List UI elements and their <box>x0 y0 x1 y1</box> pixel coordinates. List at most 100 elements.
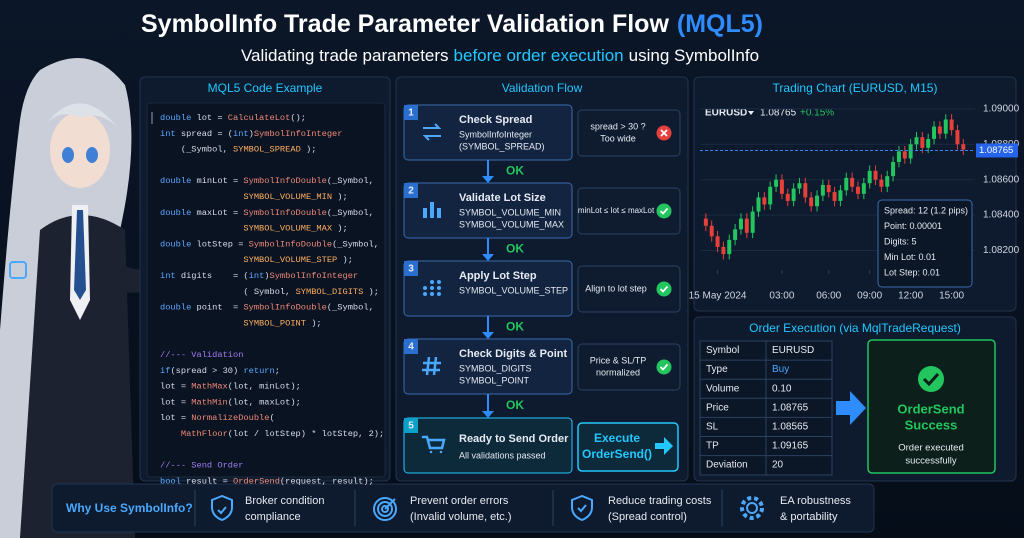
icon-shape <box>381 505 389 513</box>
code-token: int <box>160 129 176 139</box>
code-token: ); <box>363 287 379 297</box>
code-token: //--- <box>160 350 191 360</box>
icon-shape <box>384 498 396 510</box>
benefit-text: Broker condition <box>245 495 325 507</box>
code-line: SYMBOL_POINT ); <box>160 319 322 329</box>
candle-body <box>873 170 878 180</box>
success-check <box>922 372 940 387</box>
connector-head <box>482 254 494 261</box>
code-token: SYMBOL_DIGITS <box>296 287 364 297</box>
code-token: = <box>233 240 249 250</box>
step-detail: (SYMBOL_SPREAD) <box>459 141 545 151</box>
code-token: Order <box>217 461 243 471</box>
table-value: 1.08565 <box>772 422 809 433</box>
code-token: SYMBOL_SPREAD <box>233 145 301 155</box>
candle-body <box>855 186 860 194</box>
code-token: Symbol <box>254 287 285 297</box>
candle-body <box>832 192 837 201</box>
check-text: Align to lot step <box>585 283 647 293</box>
table-key: Type <box>706 364 728 375</box>
info-line: Digits: 5 <box>884 236 917 246</box>
candle-body <box>779 179 784 194</box>
check-box <box>577 187 681 235</box>
code-token <box>160 255 243 265</box>
code-token: lot <box>160 382 176 392</box>
candle-body <box>820 185 825 196</box>
code-line: double lot = CalculateLot(); <box>160 113 306 123</box>
connector-head <box>482 332 494 339</box>
icon-shape <box>430 292 434 296</box>
code-token <box>160 224 243 234</box>
status-icon <box>659 363 669 371</box>
code-line: SYMBOL_VOLUME_MAX ); <box>160 224 348 234</box>
candle-body <box>703 218 708 226</box>
code-token: , <box>369 303 374 313</box>
code-line: lot = MathMax(lot, minLot); <box>160 382 301 392</box>
code-token: SYMBOL_VOLUME_MAX <box>243 224 332 234</box>
table-value: 20 <box>772 460 784 471</box>
code-line: lot = MathMin(lot, maxLot); <box>160 398 301 408</box>
code-token: MathMin <box>191 398 228 408</box>
code-token: ( <box>327 208 332 218</box>
code-line: double minLot = SymbolInfoDouble(_Symbol… <box>160 176 374 186</box>
code-token: double <box>160 208 191 218</box>
icon-shape <box>422 356 441 376</box>
code-line: ( Symbol, SYMBOL_DIGITS ); <box>160 287 379 297</box>
subtitle-part: Validating trade parameters <box>241 46 449 65</box>
code-token: 30 <box>223 366 233 376</box>
check-box <box>577 343 681 391</box>
benefits-bar <box>51 483 875 533</box>
benefits-title: Why Use SymbolInfo? <box>66 501 193 515</box>
symbol-dropdown <box>748 111 754 115</box>
y-tick-label: 1.08400 <box>983 210 1020 221</box>
icon-shape <box>740 496 764 520</box>
check-box <box>577 265 681 313</box>
candle-body <box>803 183 808 198</box>
check-text: minLot ≤ lot ≤ maxLot <box>578 206 655 215</box>
x-tick-label: 03:00 <box>769 291 794 302</box>
candle-body <box>943 119 948 134</box>
code-token: = <box>217 477 233 487</box>
step-number: 3 <box>408 264 414 275</box>
y-tick-label: 1.09000 <box>983 103 1020 114</box>
benefit-icon <box>373 497 397 521</box>
step-detail: SYMBOL_VOLUME_MAX <box>459 219 564 229</box>
table-key: Price <box>706 402 729 413</box>
code-token: double <box>160 303 191 313</box>
x-tick-label: 06:00 <box>816 291 841 302</box>
icon-shape <box>437 208 441 218</box>
code-line: SYMBOL_VOLUME_MIN ); <box>160 192 348 202</box>
code-token: result <box>186 477 217 487</box>
code-token: Send <box>191 461 212 471</box>
code-line: bool result = OrderSend(request, result)… <box>160 477 374 487</box>
table-key: Symbol <box>706 345 739 356</box>
code-token: ( <box>280 477 285 487</box>
step-icon <box>422 356 441 376</box>
icon-shape <box>437 292 441 296</box>
icon-shape <box>437 280 441 284</box>
code-token: ; <box>275 366 280 376</box>
code-token: bool <box>160 477 181 487</box>
table-value: 1.09165 <box>772 441 809 452</box>
candle-body <box>768 186 773 205</box>
candle-body <box>727 239 732 255</box>
code-line: double point = SymbolInfoDouble(_Symbol, <box>160 303 374 313</box>
info-line: Spread: 12 (1.2 pips) <box>884 205 968 215</box>
code-token: = <box>176 382 192 392</box>
table-value: Buy <box>772 364 789 375</box>
candle-body <box>750 211 755 233</box>
success-box <box>867 339 996 474</box>
step-badge <box>404 105 418 120</box>
step-number: 4 <box>408 342 414 353</box>
code-token: SymbolInfoDouble <box>243 176 326 186</box>
code-line: int spread = (int)SymbolInfoInteger <box>160 129 343 139</box>
panel-title: Trading Chart (EURUSD, M15) <box>773 81 938 95</box>
icon-shape <box>430 202 434 218</box>
connector-label: OK <box>506 164 524 178</box>
check-text: Too wide <box>600 133 636 143</box>
candle-body <box>738 218 743 230</box>
table-value: 1.08765 <box>772 402 809 413</box>
status-icon <box>659 207 669 215</box>
check-text: spread > 30 ? <box>590 121 645 131</box>
